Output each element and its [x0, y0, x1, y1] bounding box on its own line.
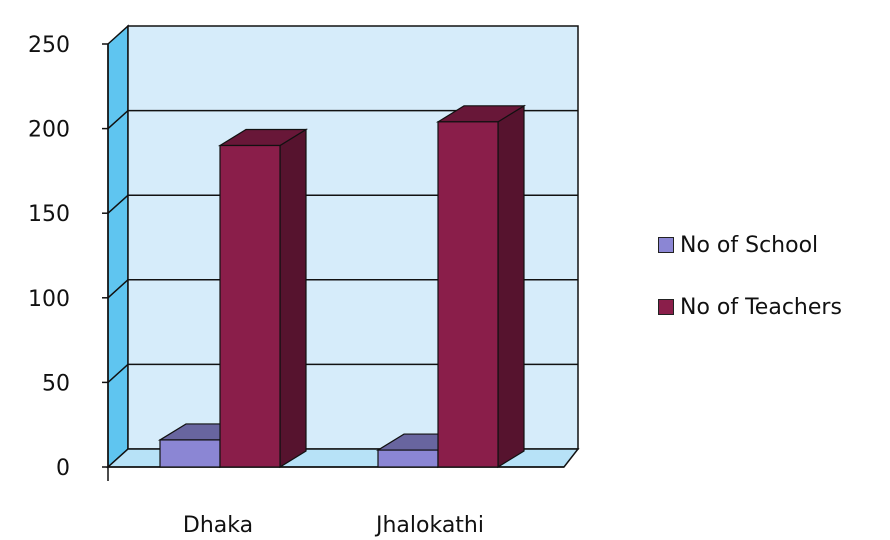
- legend-label-school: No of School: [680, 232, 819, 258]
- bar-jhalokathi-teachers: [435, 104, 527, 469]
- legend-item-teachers: No of Teachers: [658, 290, 842, 324]
- bar-front: [159, 439, 221, 468]
- y-tick-labels: 250 200 150 100 50 0: [28, 33, 70, 481]
- legend-item-school: No of School: [658, 228, 842, 262]
- gridline: [107, 109, 578, 130]
- y-tick-label: 250: [28, 33, 70, 58]
- y-tick-label: 50: [42, 371, 70, 396]
- gridline: [107, 194, 578, 214]
- x-tick-label: Dhaka: [183, 513, 253, 538]
- gridlines: [107, 109, 578, 383]
- side-wall: [107, 24, 129, 469]
- bar-dhaka-teachers: [217, 128, 309, 469]
- y-tick-label: 150: [28, 202, 70, 227]
- legend-swatch-school: [658, 237, 674, 253]
- bar-side: [279, 128, 307, 469]
- gridline: [107, 279, 578, 299]
- bar-front: [219, 144, 281, 468]
- legend: No of School No of Teachers: [658, 228, 842, 352]
- legend-label-teachers: No of Teachers: [680, 294, 842, 320]
- gridline: [107, 363, 578, 383]
- bar-front: [437, 121, 499, 468]
- legend-swatch-teachers: [658, 299, 674, 315]
- y-tick-label: 100: [28, 287, 70, 312]
- x-tick-labels: Dhaka Jhalokathi: [183, 513, 484, 538]
- y-tick-label: 0: [56, 456, 70, 481]
- bar-front: [377, 449, 439, 468]
- bars: [157, 104, 527, 469]
- y-tick-label: 200: [28, 118, 70, 143]
- bar-side: [497, 104, 525, 469]
- x-tick-label: Jhalokathi: [374, 513, 484, 538]
